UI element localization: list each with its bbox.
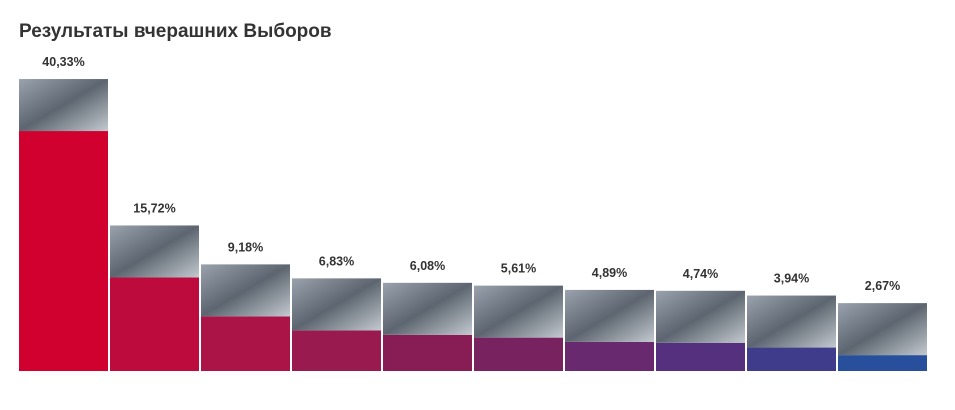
car-photo	[747, 295, 836, 348]
value-label: 5,61%	[501, 262, 536, 276]
value-label: 6,83%	[319, 254, 354, 268]
value-label: 15,72%	[133, 201, 175, 215]
value-label: 4,89%	[592, 266, 627, 280]
value-label: 4,74%	[683, 267, 718, 281]
bar	[383, 334, 472, 371]
bar	[201, 316, 290, 371]
chart-title: Результаты вчерашних Выборов	[19, 21, 332, 42]
bar	[19, 131, 108, 371]
bar	[474, 337, 563, 371]
car-photo	[110, 225, 199, 278]
value-label: 9,18%	[228, 240, 263, 254]
car-photo	[474, 285, 563, 338]
car-photo	[201, 264, 290, 317]
value-label: 6,08%	[410, 259, 445, 273]
bar	[110, 277, 199, 371]
bar	[747, 347, 836, 371]
car-photo	[838, 303, 927, 356]
value-label: 3,94%	[774, 272, 809, 286]
value-label: 40,33%	[42, 55, 84, 69]
car-photo	[292, 278, 381, 331]
bar	[565, 341, 654, 371]
car-photo	[656, 290, 745, 343]
bar	[292, 330, 381, 371]
car-photo	[565, 289, 654, 342]
value-label: 2,67%	[865, 279, 900, 293]
car-photo	[19, 79, 108, 132]
bar	[838, 355, 927, 371]
bar	[656, 342, 745, 371]
car-photo	[383, 282, 472, 335]
